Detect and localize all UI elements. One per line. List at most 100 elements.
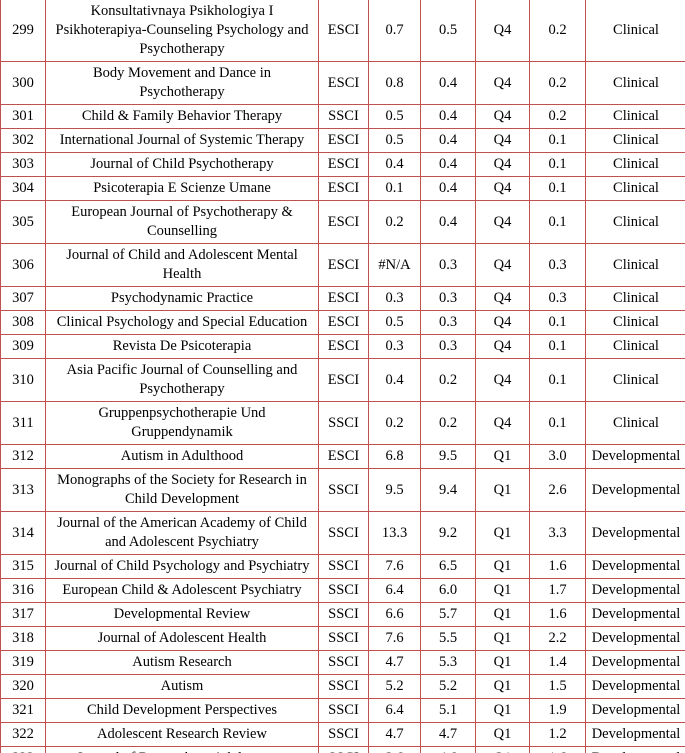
index-cell: ESCI	[318, 176, 369, 201]
metric-c-cell: 1.6	[529, 746, 586, 753]
journal-name-cell: Konsultativnaya Psikhologiya I Psikhoter…	[45, 0, 319, 62]
index-cell: ESCI	[318, 152, 369, 177]
index-cell: SSCI	[318, 578, 369, 603]
journal-name-cell: Revista De Psicoterapia	[45, 334, 319, 359]
metric-b-cell: 5.7	[420, 602, 476, 627]
category-cell: Clinical	[585, 310, 685, 335]
metric-a-cell: 6.8	[368, 444, 421, 469]
metric-a-cell: 0.5	[368, 104, 421, 129]
category-cell: Clinical	[585, 243, 685, 287]
metric-a-cell: 3.6	[368, 746, 421, 753]
row-number-cell: 317	[0, 602, 46, 627]
quartile-cell: Q1	[475, 444, 530, 469]
journal-name-cell: Journal of Adolescent Health	[45, 626, 319, 651]
metric-b-cell: 9.5	[420, 444, 476, 469]
index-cell: ESCI	[318, 61, 369, 105]
category-cell: Developmental	[585, 674, 685, 699]
row-number-cell: 305	[0, 200, 46, 244]
category-cell: Developmental	[585, 698, 685, 723]
quartile-cell: Q4	[475, 104, 530, 129]
table-row: 300 Body Movement and Dance in Psychother…	[0, 61, 685, 105]
quartile-cell: Q1	[475, 626, 530, 651]
journal-name-cell: European Journal of Psychotherapy & Coun…	[45, 200, 319, 244]
category-cell: Clinical	[585, 0, 685, 62]
row-number-cell: 299	[0, 0, 46, 62]
index-cell: SSCI	[318, 401, 369, 445]
quartile-cell: Q4	[475, 128, 530, 153]
metric-a-cell: 0.5	[368, 128, 421, 153]
metric-c-cell: 0.2	[529, 104, 586, 129]
metric-c-cell: 0.1	[529, 128, 586, 153]
journal-name-cell: Journal of Child Psychotherapy	[45, 152, 319, 177]
metric-b-cell: 0.3	[420, 243, 476, 287]
journal-name-cell: International Journal of Systemic Therap…	[45, 128, 319, 153]
quartile-cell: Q4	[475, 286, 530, 311]
metric-a-cell: 6.4	[368, 578, 421, 603]
table-row: 312 Autism in Adulthood ESCI 6.8 9.5 Q1 3.0 Dev…	[0, 444, 685, 469]
index-cell: SSCI	[318, 674, 369, 699]
row-number-cell: 306	[0, 243, 46, 287]
quartile-cell: Q1	[475, 698, 530, 723]
metric-c-cell: 2.6	[529, 468, 586, 512]
metric-c-cell: 1.6	[529, 554, 586, 579]
quartile-cell: Q4	[475, 243, 530, 287]
metric-c-cell: 0.1	[529, 334, 586, 359]
metric-b-cell: 5.2	[420, 674, 476, 699]
metric-b-cell: 9.2	[420, 511, 476, 555]
category-cell: Developmental	[585, 468, 685, 512]
table-row: 302 International Journal of Systemic The…	[0, 128, 685, 153]
metric-a-cell: 0.4	[368, 152, 421, 177]
table-row: 313 Monographs of the Society for Researc…	[0, 468, 685, 512]
journal-name-cell: Child & Family Behavior Therapy	[45, 104, 319, 129]
metric-a-cell: 0.3	[368, 286, 421, 311]
category-cell: Clinical	[585, 61, 685, 105]
metric-c-cell: 2.2	[529, 626, 586, 651]
journal-name-cell: Child Development Perspectives	[45, 698, 319, 723]
quartile-cell: Q4	[475, 401, 530, 445]
index-cell: ESCI	[318, 200, 369, 244]
journal-name-cell: European Child & Adolescent Psychiatry	[45, 578, 319, 603]
table-row: 301 Child & Family Behavior Therapy SSCI 0.…	[0, 104, 685, 129]
index-cell: SSCI	[318, 698, 369, 723]
index-cell: SSCI	[318, 746, 369, 753]
row-number-cell: 303	[0, 152, 46, 177]
metric-b-cell: 5.5	[420, 626, 476, 651]
quartile-cell: Q1	[475, 554, 530, 579]
metric-c-cell: 0.1	[529, 401, 586, 445]
category-cell: Developmental	[585, 746, 685, 753]
table-row: 321 Child Development Perspectives SSCI 6.4…	[0, 698, 685, 723]
row-number-cell: 301	[0, 104, 46, 129]
quartile-cell: Q4	[475, 61, 530, 105]
row-number-cell: 308	[0, 310, 46, 335]
row-number-cell: 318	[0, 626, 46, 651]
journal-name-cell: Psicoterapia E Scienze Umane	[45, 176, 319, 201]
index-cell: ESCI	[318, 310, 369, 335]
table-row: 319 Autism Research SSCI 4.7 5.3 Q1 1.4 Develop…	[0, 650, 685, 675]
row-number-cell: 320	[0, 674, 46, 699]
row-number-cell: 314	[0, 511, 46, 555]
quartile-cell: Q4	[475, 152, 530, 177]
category-cell: Developmental	[585, 511, 685, 555]
metric-a-cell: 7.6	[368, 554, 421, 579]
row-number-cell: 307	[0, 286, 46, 311]
metric-b-cell: 0.4	[420, 152, 476, 177]
metric-c-cell: 0.3	[529, 243, 586, 287]
category-cell: Developmental	[585, 444, 685, 469]
journal-name-cell: Clinical Psychology and Special Educatio…	[45, 310, 319, 335]
table-row: 320 Autism SSCI 5.2 5.2 Q1 1.5 Developmental	[0, 674, 685, 699]
table-row: 307 Psychodynamic Practice ESCI 0.3 0.3 Q4 0.3…	[0, 286, 685, 311]
metric-c-cell: 3.0	[529, 444, 586, 469]
quartile-cell: Q1	[475, 511, 530, 555]
index-cell: ESCI	[318, 286, 369, 311]
metric-b-cell: 6.0	[420, 578, 476, 603]
row-number-cell: 300	[0, 61, 46, 105]
metric-c-cell: 1.2	[529, 722, 586, 747]
index-cell: ESCI	[318, 128, 369, 153]
metric-a-cell: 0.5	[368, 310, 421, 335]
metric-c-cell: 0.1	[529, 152, 586, 177]
journal-name-cell: Journal of Child and Adolescent Mental H…	[45, 243, 319, 287]
table-row: 308 Clinical Psychology and Special Educa…	[0, 310, 685, 335]
journal-name-cell: Journal of Research on Adolescence	[45, 746, 319, 753]
